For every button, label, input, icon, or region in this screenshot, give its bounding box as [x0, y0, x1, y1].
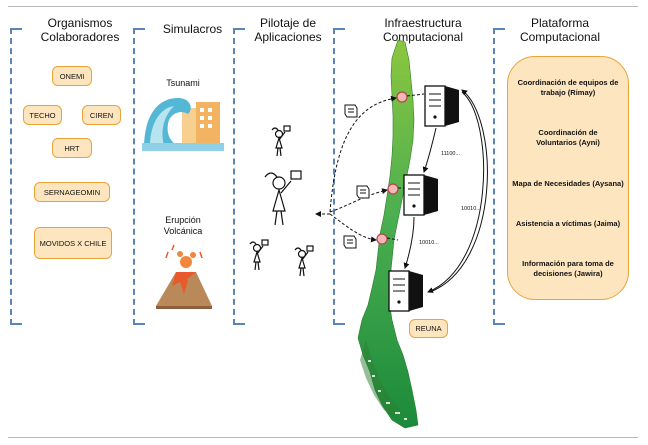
pilotaje-bracket: [233, 28, 245, 325]
org-ciren: CIREN: [82, 105, 121, 125]
svc-ayni: Coordinación de Voluntarios (Ayni): [536, 128, 600, 147]
plataforma-panel: Coordinación de equipos de trabajo (Rima…: [507, 56, 629, 300]
binary-label-1: 11100...: [441, 151, 461, 157]
org-movidos: MOVIDOS X CHILE: [34, 227, 112, 259]
server-icon-1: [424, 85, 459, 127]
plataforma-title: Plataforma Computacional: [519, 16, 601, 44]
chile-map: [357, 39, 419, 429]
plataforma-bracket: [493, 28, 505, 325]
binary-label-2: 10010...: [461, 206, 481, 212]
people-icons: [249, 125, 314, 277]
tsunami-label: Tsunami: [166, 78, 200, 88]
organismos-bracket: [10, 28, 22, 325]
simulacros-bracket: [133, 28, 145, 325]
org-sernageomin: SERNAGEOMIN: [34, 182, 110, 202]
org-techo: TECHO: [23, 105, 62, 125]
volcano-icon: [156, 244, 212, 309]
server-icon-2: [403, 174, 438, 216]
reuna-badge: REUNA: [409, 319, 448, 338]
svc-rimay: Coordinación de equipos de trabajo (Rima…: [517, 78, 619, 97]
binary-label-3: 10010...: [419, 240, 439, 246]
infraestructura-title: Infraestructura Computacional: [382, 16, 464, 44]
svc-jawira: Información para toma de decisiones (Jaw…: [522, 259, 614, 278]
org-onemi: ONEMI: [52, 66, 92, 86]
organismos-title: Organismos Colaboradores: [40, 16, 120, 44]
org-hrt: HRT: [52, 138, 92, 158]
pilotaje-title: Pilotaje de Aplicaciones: [254, 16, 322, 44]
erupcion-label: Erupción Volcánica: [163, 215, 203, 236]
svc-jaima: Asistencia a víctimas (Jaima): [515, 219, 621, 228]
top-divider: [8, 6, 638, 7]
simulacros-title: Simulacros: [162, 22, 223, 36]
bottom-divider: [8, 437, 638, 438]
svc-aysana: Mapa de Necesidades (Aysana): [512, 179, 624, 188]
server-icon-3: [388, 270, 423, 312]
tsunami-icon: [142, 98, 224, 151]
document-icons: [343, 104, 370, 249]
